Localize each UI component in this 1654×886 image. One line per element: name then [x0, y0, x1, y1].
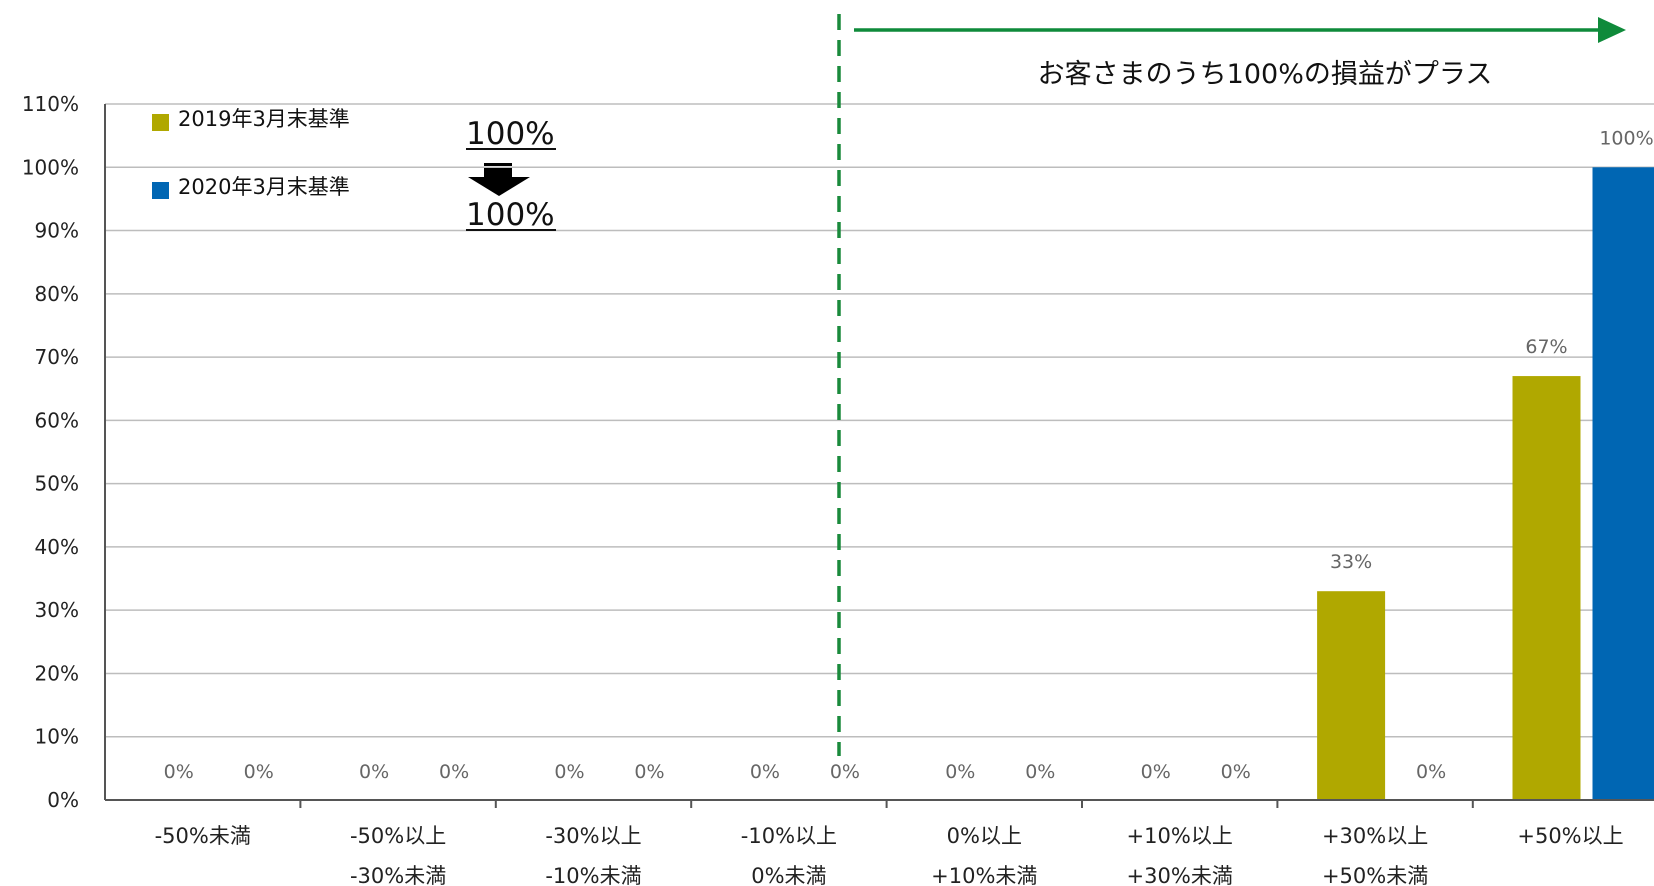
data-label: 0% [439, 761, 469, 783]
data-label: 0% [1221, 761, 1251, 783]
y-tick-label: 80% [35, 282, 79, 306]
category-label: +30%以上 [1322, 824, 1428, 848]
data-label: 0% [945, 761, 975, 783]
data-label: 67% [1525, 336, 1567, 358]
bar [1592, 167, 1654, 801]
data-label: 100% [1599, 127, 1653, 149]
data-label: 0% [1416, 761, 1446, 783]
y-tick-label: 90% [35, 219, 79, 243]
legend-label-2019: 2019年3月末基準 [178, 107, 350, 131]
category-label: +10%以上 [1127, 824, 1233, 848]
legend: 2019年3月末基準 2020年3月末基準 [152, 107, 350, 199]
category-label: -30%以上 [545, 824, 641, 848]
right-arrow-icon [854, 17, 1626, 43]
y-tick-label: 20% [35, 661, 79, 685]
data-label: 0% [164, 761, 194, 783]
compare-top-value: 100% [466, 116, 555, 152]
y-tick-label: 10% [35, 725, 79, 749]
y-tick-label: 30% [35, 598, 79, 622]
category-label: -10%以上 [741, 824, 837, 848]
legend-label-2020: 2020年3月末基準 [178, 175, 350, 199]
data-labels: 0% 0% 0% 0% 0% 0% 33% 67% 0% 0% 0% 0% 0% 0% 0% 100% [164, 127, 1654, 783]
legend-swatch-2019 [152, 114, 169, 131]
gridlines [105, 103, 1654, 738]
y-tick-label: 0% [47, 788, 79, 812]
compare-bottom-value: 100% [466, 197, 555, 233]
category-label: 0%未満 [751, 864, 826, 886]
bar [1512, 376, 1581, 800]
y-tick-label: 100% [22, 155, 79, 179]
x-axis [104, 104, 1654, 808]
category-label: -30%未満 [350, 864, 446, 886]
category-label: +50%未満 [1322, 864, 1428, 886]
y-tick-label: 70% [35, 345, 79, 369]
data-label: 0% [244, 761, 274, 783]
legend-swatch-2020 [152, 182, 169, 199]
comparison-annotation: 100% 100% [466, 116, 556, 233]
bar [1317, 591, 1386, 800]
category-label: -50%以上 [350, 824, 446, 848]
category-label: -10%未満 [545, 864, 641, 886]
y-tick-label: 40% [35, 535, 79, 559]
y-tick-label: 110% [22, 92, 79, 116]
y-tick-label: 50% [35, 472, 79, 496]
data-label: 0% [750, 761, 780, 783]
data-label: 0% [830, 761, 860, 783]
bars [1317, 167, 1654, 801]
down-arrow-icon [468, 163, 530, 196]
data-label: 0% [554, 761, 584, 783]
data-label: 0% [1141, 761, 1171, 783]
data-label: 0% [359, 761, 389, 783]
data-label: 33% [1330, 551, 1372, 573]
category-label: +30%未満 [1127, 864, 1233, 886]
profit-banner-text: お客さまのうち100%の損益がプラス [1038, 59, 1493, 90]
y-axis-ticks: 0% 10% 20% 30% 40% 50% 60% 70% 80% 90% 100% 110% [22, 92, 79, 812]
category-label: +50%以上 [1517, 824, 1623, 848]
data-label: 0% [634, 761, 664, 783]
data-label: 0% [1025, 761, 1055, 783]
category-label: 0%以上 [947, 824, 1022, 848]
category-label: -50%未満 [155, 824, 251, 848]
y-tick-label: 60% [35, 408, 79, 432]
x-axis-categories: -50%未満 -50%以上 -30%未満 -30%以上 -10%未満 -10%以上 0%未満… [155, 824, 1624, 886]
category-label: +10%未満 [931, 864, 1037, 886]
